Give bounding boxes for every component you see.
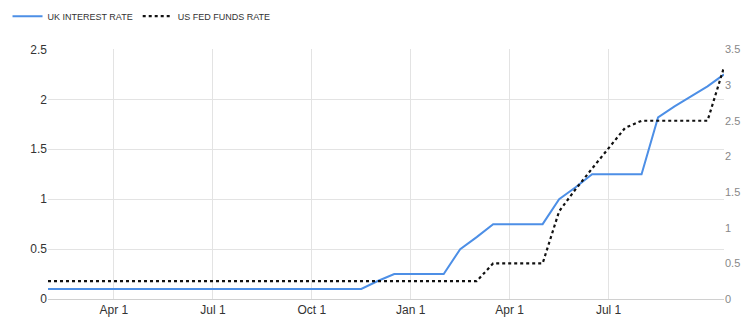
svg-text:US FED FUNDS RATE: US FED FUNDS RATE bbox=[178, 12, 270, 22]
svg-text:2.5: 2.5 bbox=[30, 43, 47, 57]
svg-text:Oct 1: Oct 1 bbox=[297, 303, 326, 317]
svg-text:UK INTEREST RATE: UK INTEREST RATE bbox=[48, 12, 133, 22]
svg-text:0.5: 0.5 bbox=[725, 257, 740, 269]
svg-text:Apr 1: Apr 1 bbox=[495, 303, 524, 317]
svg-text:Apr 1: Apr 1 bbox=[100, 303, 129, 317]
svg-text:0: 0 bbox=[725, 293, 731, 305]
svg-text:0: 0 bbox=[40, 292, 47, 306]
svg-text:1.5: 1.5 bbox=[725, 186, 740, 198]
svg-text:1.5: 1.5 bbox=[30, 142, 47, 156]
svg-text:2: 2 bbox=[40, 93, 47, 107]
svg-text:3.5: 3.5 bbox=[725, 43, 740, 55]
svg-text:2.5: 2.5 bbox=[725, 115, 740, 127]
svg-text:Jul 1: Jul 1 bbox=[200, 303, 226, 317]
svg-text:Jul 1: Jul 1 bbox=[596, 303, 622, 317]
svg-text:1: 1 bbox=[40, 192, 47, 206]
svg-text:2: 2 bbox=[725, 150, 731, 162]
svg-text:0.5: 0.5 bbox=[30, 242, 47, 256]
svg-text:Jan 1: Jan 1 bbox=[396, 303, 426, 317]
svg-text:1: 1 bbox=[725, 222, 731, 234]
svg-text:3: 3 bbox=[725, 79, 731, 91]
